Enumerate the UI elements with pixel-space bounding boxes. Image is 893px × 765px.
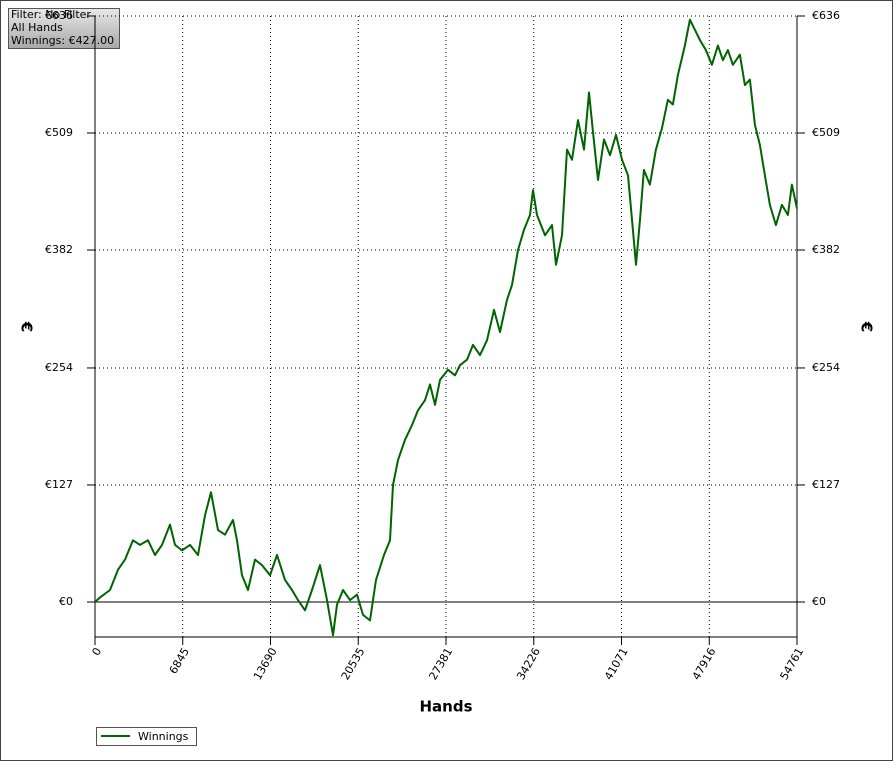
axes <box>94 16 798 638</box>
series-line <box>94 18 798 637</box>
info-line: Filter: No Filter <box>11 8 91 21</box>
y-tick-label: €0 <box>59 595 73 608</box>
y2-axis-title: € <box>858 321 876 332</box>
info-line: Winnings: €427.00 <box>11 34 114 47</box>
y2-tick-label: €382 <box>812 243 840 256</box>
info-line: All Hands <box>11 21 63 34</box>
y2-tick-label: €127 <box>812 478 840 491</box>
y-tick-label: €127 <box>45 478 73 491</box>
legend-label: Winnings <box>138 730 189 743</box>
x-axis-title: Hands <box>419 698 472 716</box>
y2-tick-label: €509 <box>812 126 840 139</box>
info-box <box>8 8 120 49</box>
y-tick-label: €254 <box>45 361 73 374</box>
y-tick-label: €509 <box>45 126 73 139</box>
y-tick-label: €382 <box>45 243 73 256</box>
y-tick-label: €636 <box>45 9 73 22</box>
y2-tick-label: €636 <box>812 9 840 22</box>
y2-tick-label: €254 <box>812 361 840 374</box>
legend <box>96 727 197 746</box>
y-axis-title: € <box>18 321 36 332</box>
y2-tick-label: €0 <box>812 595 826 608</box>
